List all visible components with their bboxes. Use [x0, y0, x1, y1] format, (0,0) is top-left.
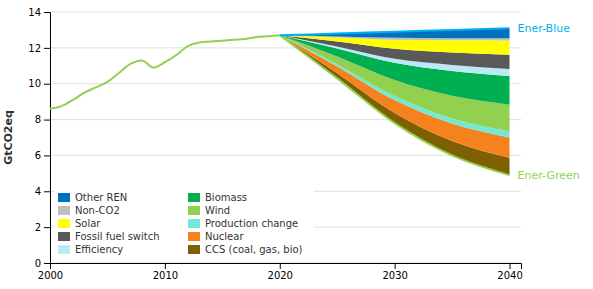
- x-axis-tick: 2010: [153, 263, 178, 281]
- legend-swatch: [58, 219, 70, 228]
- line: [280, 28, 510, 35]
- area-layer: [280, 35, 510, 131]
- legend-swatch: [58, 193, 70, 202]
- legend-swatch: [58, 232, 70, 241]
- y-axis-tick: 10: [28, 78, 50, 89]
- y-axis-tick-mark: [44, 155, 50, 156]
- legend-item: Other REN: [58, 192, 127, 203]
- legend-label: Nuclear: [205, 231, 244, 242]
- x-axis-tick-label: 2020: [268, 270, 293, 281]
- line: [280, 35, 510, 175]
- legend-label: Other REN: [75, 192, 127, 203]
- legend-item: CCS (coal, gas, bio): [188, 244, 303, 255]
- legend-label: Biomass: [205, 192, 247, 203]
- grid-line: [50, 12, 521, 13]
- line-end-label: Ener-Blue: [518, 22, 571, 35]
- legend-label: Fossil fuel switch: [75, 231, 160, 242]
- legend-swatch: [188, 232, 200, 241]
- legend-item: Wind: [188, 205, 230, 216]
- chart-container: 2000 2010 2020 2030 2040 0 2 4 6 8 10 12 14 GtCO2eq En…: [0, 0, 593, 289]
- y-axis-tick-mark: [44, 263, 50, 264]
- y-axis-tick-mark: [44, 48, 50, 49]
- y-axis-tick-label: 10: [28, 78, 41, 89]
- legend-label: Solar: [75, 218, 101, 229]
- line: [50, 35, 280, 109]
- x-axis-tick: 2030: [382, 263, 407, 281]
- legend-item: Production change: [188, 218, 298, 229]
- legend-item: Efficiency: [58, 244, 123, 255]
- legend-label: Production change: [205, 218, 298, 229]
- y-axis-tick: 8: [35, 114, 50, 125]
- x-axis-tick-label: 2040: [497, 270, 522, 281]
- legend-item: Biomass: [188, 192, 247, 203]
- y-axis-tick: 12: [28, 43, 50, 54]
- area-layer: [280, 35, 510, 76]
- x-axis-tick-mark: [395, 263, 396, 269]
- legend-item: Fossil fuel switch: [58, 231, 160, 242]
- areas: [280, 28, 510, 175]
- y-axis-tick: 6: [35, 150, 50, 161]
- y-axis-tick-mark: [44, 12, 50, 13]
- x-axis-tick-label: 2000: [38, 270, 63, 281]
- legend-background: [54, 189, 314, 258]
- x-axis-tick-label: 2030: [382, 270, 407, 281]
- y-axis-tick-mark: [44, 120, 50, 121]
- marks: [50, 28, 510, 175]
- y-axis-tick: 4: [35, 186, 50, 197]
- y-axis-line: [44, 13, 51, 264]
- legend-swatch: [188, 206, 200, 215]
- area-layer: [280, 28, 510, 38]
- x-axis-line: [51, 264, 522, 270]
- y-axis-tick-label: 14: [28, 7, 41, 18]
- x-axis-tick: 2000: [38, 263, 63, 281]
- y-axis-tick-label: 12: [28, 43, 41, 54]
- grid: [50, 12, 521, 263]
- legend-label: Wind: [205, 205, 230, 216]
- area-layer: [280, 35, 510, 175]
- x-axis: 2000 2010 2020 2030 2040: [38, 263, 523, 281]
- legend-label: Efficiency: [75, 244, 123, 255]
- y-axis-tick-label: 4: [35, 186, 41, 197]
- area-layer: [280, 35, 510, 104]
- plot: 2000 2010 2020 2030 2040 0 2 4 6 8 10 12 14 GtCO2eq En…: [2, 7, 580, 281]
- legend: Other REN Non-CO2 Solar Fossil fuel switch E…: [54, 189, 314, 258]
- y-axis-tick: 0: [35, 258, 50, 269]
- y-axis-tick-label: 2: [35, 222, 41, 233]
- x-axis-tick-mark: [510, 263, 511, 269]
- y-axis-title: GtCO2eq: [2, 110, 15, 165]
- area-layer: [280, 35, 510, 157]
- y-axis-tick: 14: [28, 7, 50, 18]
- x-axis-tick-mark: [165, 263, 166, 269]
- x-axis-tick-label: 2010: [153, 270, 178, 281]
- y-axis-tick-mark: [44, 84, 50, 85]
- legend-label: CCS (coal, gas, bio): [205, 244, 303, 255]
- x-axis-tick: 2040: [497, 263, 522, 281]
- lines: [50, 28, 510, 175]
- y-axis-tick-label: 8: [35, 114, 41, 125]
- line-labels: Ener-Green Ener-Blue: [518, 22, 580, 182]
- y-axis-tick-mark: [44, 227, 50, 228]
- x-axis-tick-mark: [280, 263, 281, 269]
- y-axis-tick-label: 6: [35, 150, 41, 161]
- legend-item: Nuclear: [188, 231, 244, 242]
- legend-swatch: [188, 245, 200, 254]
- x-axis-tick: 2020: [268, 263, 293, 281]
- area-layer: [280, 35, 510, 69]
- legend-swatch: [188, 219, 200, 228]
- y-axis-tick: 2: [35, 222, 50, 233]
- legend-swatch: [58, 206, 70, 215]
- y-axis-tick-label: 0: [35, 258, 41, 269]
- line-end-label: Ener-Green: [518, 169, 580, 182]
- legend-item: Non-CO2: [58, 205, 120, 216]
- legend-swatch: [188, 193, 200, 202]
- y-axis: 0 2 4 6 8 10 12 14: [28, 7, 50, 269]
- legend-swatch: [58, 245, 70, 254]
- legend-item: Solar: [58, 218, 101, 229]
- y-axis-tick-mark: [44, 191, 50, 192]
- chart-svg: 2000 2010 2020 2030 2040 0 2 4 6 8 10 12 14 GtCO2eq En…: [0, 0, 593, 289]
- legend-label: Non-CO2: [75, 205, 120, 216]
